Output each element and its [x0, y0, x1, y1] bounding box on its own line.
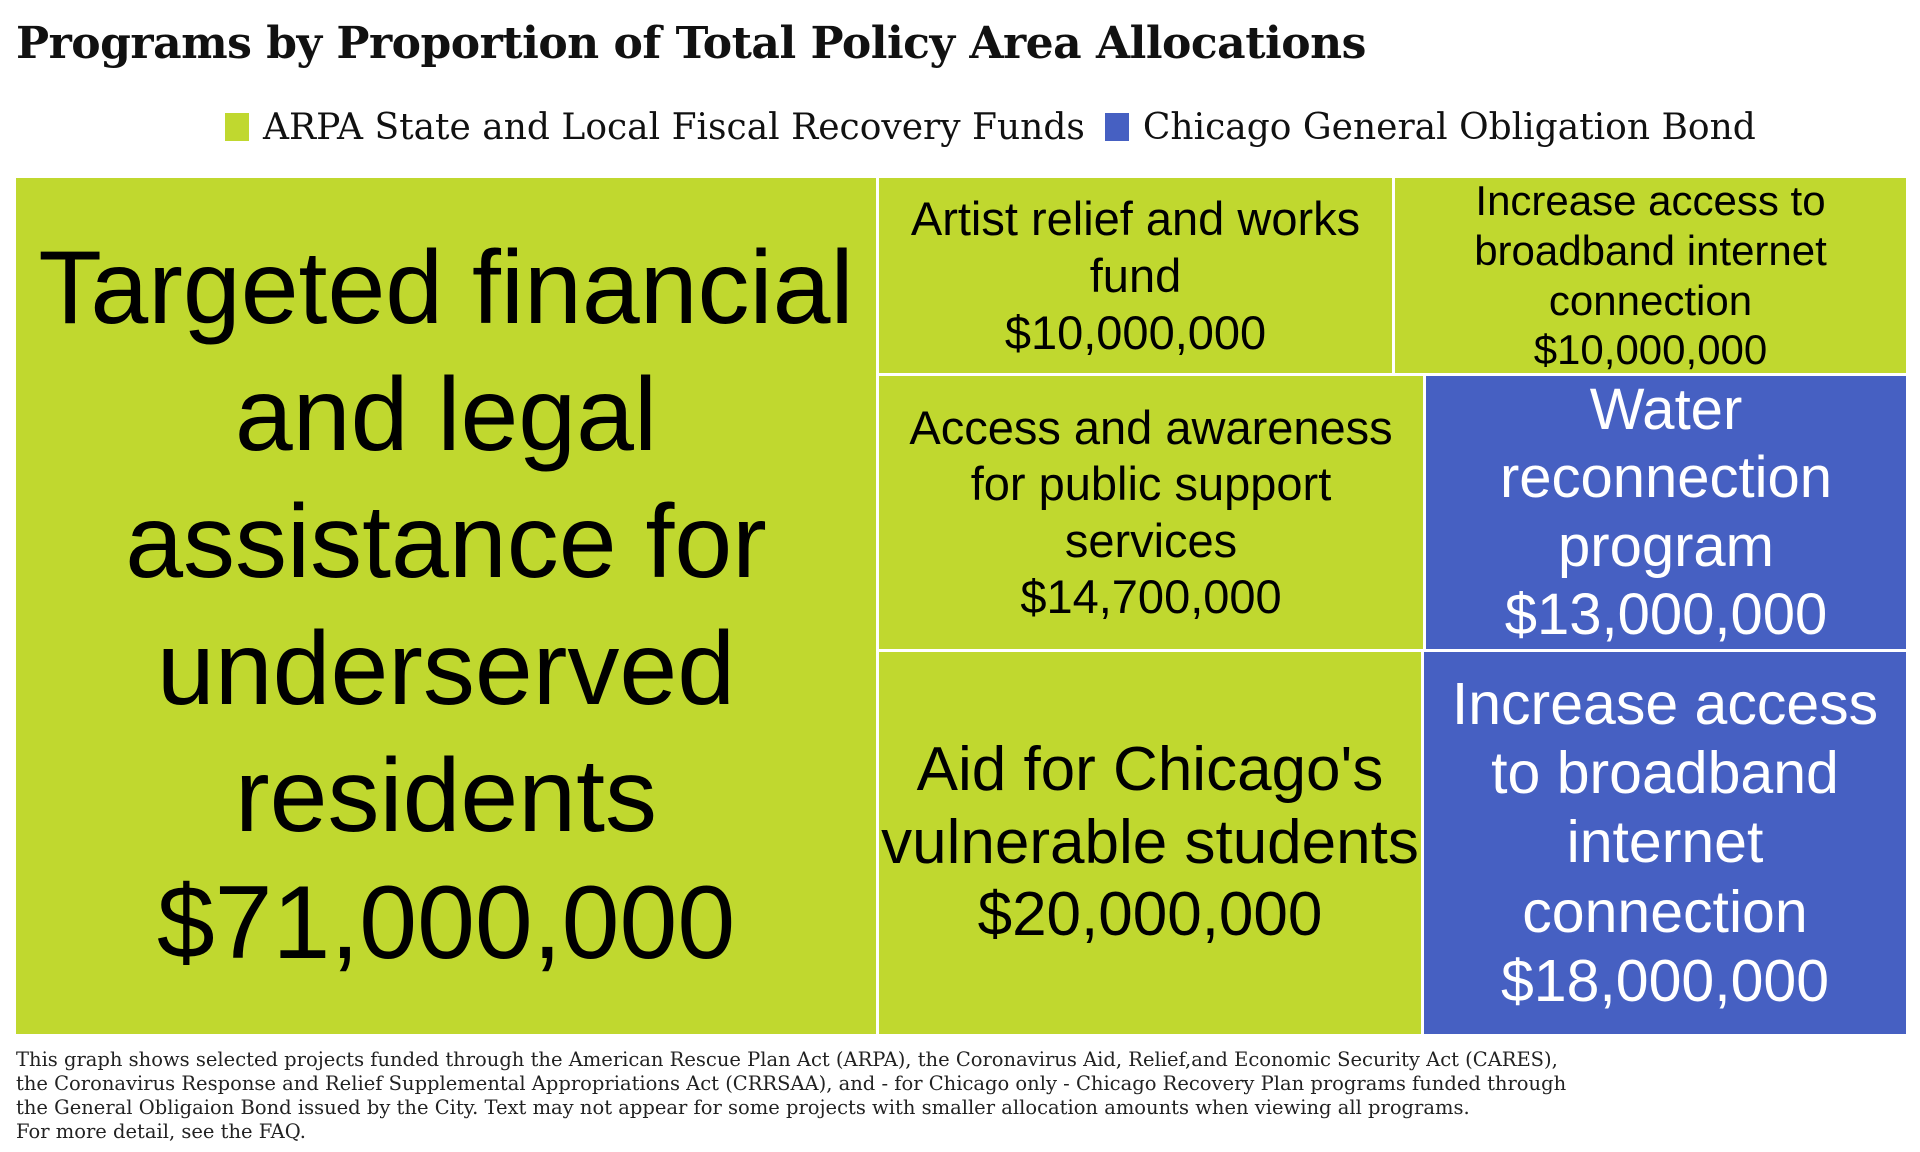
- treemap-chart: Targeted financial and legal assistance …: [16, 178, 1906, 1034]
- tile-public-support-services[interactable]: Access and awareness for public support …: [879, 376, 1423, 649]
- legend-swatch-arpa: [225, 113, 249, 141]
- tile-label: Aid for Chicago's vulnerable students: [881, 735, 1419, 877]
- legend-label-go-bond: Chicago General Obligation Bond: [1142, 106, 1756, 148]
- tile-broadband-go-bond[interactable]: Increase access to broadband internet co…: [1424, 652, 1906, 1034]
- tile-water-reconnection[interactable]: Water reconnection program $13,000,000: [1426, 376, 1906, 649]
- tile-value: $20,000,000: [977, 880, 1323, 950]
- legend-swatch-go-bond: [1104, 113, 1129, 141]
- footnote-line: This graph shows selected projects funde…: [16, 1048, 1558, 1071]
- tile-label: Artist relief and works fund: [910, 191, 1361, 302]
- footnote-line: the General Obligaion Bond issued by the…: [16, 1096, 1470, 1119]
- tile-label: Increase access to broadband internet co…: [1474, 178, 1827, 324]
- tile-label: Targeted financial and legal assistance …: [38, 230, 854, 854]
- tile-value: $71,000,000: [156, 864, 736, 981]
- tile-label: Access and awareness for public support …: [909, 400, 1393, 567]
- tile-value: $13,000,000: [1504, 581, 1828, 647]
- tile-label: Water reconnection program: [1499, 376, 1833, 579]
- tile-targeted-financial-assistance[interactable]: Targeted financial and legal assistance …: [16, 178, 876, 1034]
- tile-vulnerable-students[interactable]: Aid for Chicago's vulnerable students $20…: [879, 652, 1421, 1034]
- tile-value: $10,000,000: [1533, 326, 1768, 373]
- legend-item-arpa[interactable]: ARPA State and Local Fiscal Recovery Fun…: [225, 107, 1085, 148]
- footnote-line: For more detail, see the FAQ.: [16, 1120, 306, 1143]
- tile-artist-relief-fund[interactable]: Artist relief and works fund $10,000,000: [879, 178, 1392, 373]
- tile-label: Increase access to broadband internet co…: [1451, 671, 1879, 945]
- legend-item-go-bond[interactable]: Chicago General Obligation Bond: [1104, 106, 1756, 148]
- tile-broadband-arpa[interactable]: Increase access to broadband internet co…: [1395, 178, 1906, 373]
- tile-value: $10,000,000: [1004, 306, 1267, 360]
- tile-value: $14,700,000: [1020, 569, 1282, 623]
- legend: ARPA State and Local Fiscal Recovery Fun…: [225, 104, 1756, 150]
- footnote-line: the Coronavirus Response and Relief Supp…: [16, 1072, 1567, 1095]
- tile-value: $18,000,000: [1500, 947, 1830, 1014]
- chart-title: Programs by Proportion of Total Policy A…: [16, 18, 1366, 69]
- legend-label-arpa: ARPA State and Local Fiscal Recovery Fun…: [263, 106, 1085, 148]
- footnote: This graph shows selected projects funde…: [16, 1048, 1896, 1144]
